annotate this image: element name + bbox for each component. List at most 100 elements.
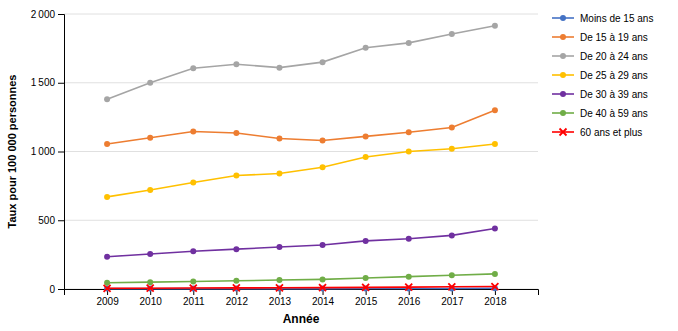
point: [190, 65, 196, 71]
legend-label: De 25 à 29 ans: [580, 70, 648, 81]
point: [491, 283, 498, 290]
point-shape: [320, 164, 326, 170]
point-shape: [276, 244, 282, 250]
point-shape: [190, 285, 197, 292]
y-tick-label: 0: [49, 284, 55, 295]
point-shape: [320, 138, 326, 144]
point-shape: [276, 284, 283, 291]
point-shape: [449, 31, 455, 37]
point: [147, 135, 153, 141]
point: [492, 226, 498, 232]
plot-area: [104, 23, 499, 292]
x-tick: 2012: [226, 289, 249, 307]
point-shape: [276, 135, 282, 141]
point-shape: [104, 254, 110, 260]
point-shape: [190, 278, 196, 284]
x-axis-title: Année: [283, 312, 320, 326]
legend-marker: [560, 53, 566, 59]
y-axis-line: [58, 15, 65, 290]
series-line: [107, 229, 495, 257]
point-shape: [233, 284, 240, 291]
y-tick-mark: [58, 14, 64, 15]
x-tick: 2016: [398, 289, 421, 307]
y-tick-mark: [58, 83, 64, 84]
point: [448, 283, 455, 290]
legend: Moins de 15 ans De 15 à 19 ans De 20 à 24 …: [552, 13, 653, 138]
point: [276, 277, 282, 283]
point-shape: [492, 23, 498, 29]
y-tick-mark: [58, 152, 64, 153]
point: [233, 246, 239, 252]
x-tick-label: 2013: [269, 296, 292, 307]
point-shape: [492, 141, 498, 147]
y-tick-mark: [58, 289, 64, 290]
point-shape: [363, 45, 369, 51]
point: [276, 284, 283, 291]
legend-item: De 40 à 59 ans: [552, 108, 648, 119]
point-shape: [147, 251, 153, 257]
x-tick-label: 2009: [96, 296, 119, 307]
point: [233, 278, 239, 284]
legend-item: De 20 à 24 ans: [552, 51, 648, 62]
y-tick: 0: [49, 284, 64, 295]
chart: 2009201020112012201320142015201620172018…: [0, 0, 678, 331]
y-tick-label: 500: [38, 215, 55, 226]
point: [363, 275, 369, 281]
legend-marker: [560, 34, 566, 40]
series-line: [107, 274, 495, 283]
point-shape: [492, 271, 498, 277]
y-tick: 1 000: [31, 146, 64, 157]
series-points: [104, 23, 498, 103]
x-tick-label: 2015: [355, 296, 378, 307]
point: [363, 154, 369, 160]
point: [233, 173, 239, 179]
series-line: [107, 26, 495, 100]
point: [233, 61, 239, 67]
legend-label: 60 ans et plus: [580, 127, 642, 138]
point-shape: [320, 276, 326, 282]
point: [406, 129, 412, 135]
point: [449, 232, 455, 238]
legend-label: Moins de 15 ans: [580, 13, 653, 24]
point-shape: [363, 238, 369, 244]
point: [276, 135, 282, 141]
point: [190, 248, 196, 254]
point-shape: [492, 107, 498, 113]
point-shape: [362, 284, 369, 291]
legend-marker-shape: [560, 53, 566, 59]
point: [320, 138, 326, 144]
x-tick: 2013: [269, 289, 292, 307]
point-shape: [104, 194, 110, 200]
point: [104, 141, 110, 147]
point-shape: [363, 275, 369, 281]
point-shape: [406, 40, 412, 46]
point-shape: [448, 283, 455, 290]
x-axis: 2009201020112012201320142015201620172018: [65, 289, 539, 307]
series-points: [104, 271, 498, 286]
point-shape: [233, 278, 239, 284]
legend-marker: [560, 110, 566, 116]
y-tick: 500: [38, 215, 64, 226]
grid-line: [64, 82, 538, 83]
legend-item: De 15 à 19 ans: [552, 32, 648, 43]
point: [320, 164, 326, 170]
point-shape: [449, 124, 455, 130]
point: [320, 242, 326, 248]
point-shape: [190, 248, 196, 254]
point-shape: [104, 280, 110, 286]
y-axis: 05001 0001 5002 000: [31, 9, 65, 295]
point: [276, 244, 282, 250]
point: [405, 284, 412, 291]
point: [320, 276, 326, 282]
point-shape: [449, 146, 455, 152]
x-tick-label: 2017: [441, 296, 464, 307]
legend-marker-shape: [560, 110, 566, 116]
series-line: [107, 288, 495, 290]
point-shape: [406, 129, 412, 135]
legend-marker-shape: [560, 34, 566, 40]
legend-marker: [560, 72, 566, 78]
x-tick: 2009: [96, 289, 119, 307]
x-tick-label: 2016: [398, 296, 421, 307]
x-tick: 2014: [312, 289, 335, 307]
point: [406, 149, 412, 155]
